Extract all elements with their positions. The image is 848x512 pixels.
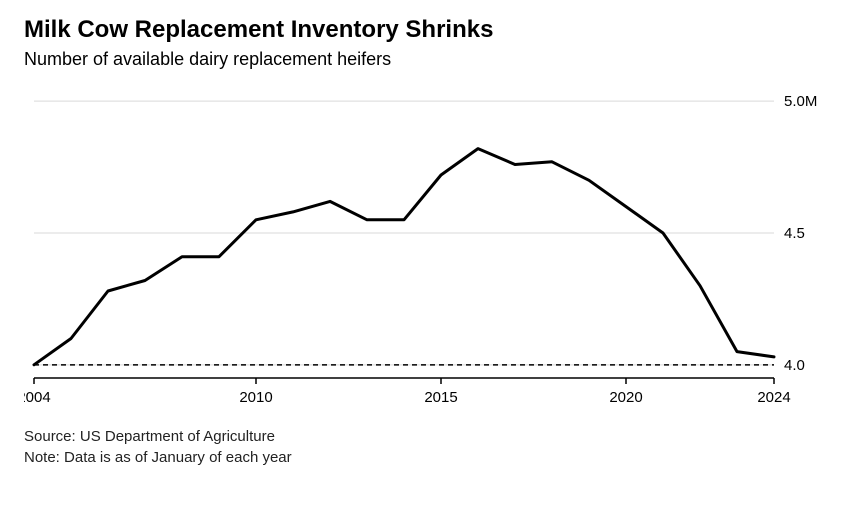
- line-chart: 2004 2010 2015 2020 2024 4.0 4.5 5.0M: [24, 78, 824, 418]
- note-text: Note: Data is as of January of each year: [24, 447, 824, 468]
- y-tick-label: 4.5: [784, 225, 805, 242]
- source-text: Source: US Department of Agriculture: [24, 426, 824, 447]
- y-tick-label: 4.0: [784, 357, 805, 374]
- x-tick-label: 2004: [24, 389, 51, 406]
- data-line: [34, 148, 774, 364]
- chart-subtitle: Number of available dairy replacement he…: [24, 49, 824, 70]
- chart-area: 2004 2010 2015 2020 2024 4.0 4.5 5.0M: [24, 78, 824, 418]
- chart-container: Milk Cow Replacement Inventory Shrinks N…: [0, 0, 848, 512]
- x-tick-label: 2020: [609, 389, 642, 406]
- x-tick-label: 2015: [424, 389, 457, 406]
- chart-title: Milk Cow Replacement Inventory Shrinks: [24, 16, 824, 45]
- x-tick-label: 2024: [757, 389, 790, 406]
- y-tick-label: 5.0M: [784, 93, 817, 110]
- x-tick-label: 2010: [239, 389, 272, 406]
- chart-footer: Source: US Department of Agriculture Not…: [24, 426, 824, 468]
